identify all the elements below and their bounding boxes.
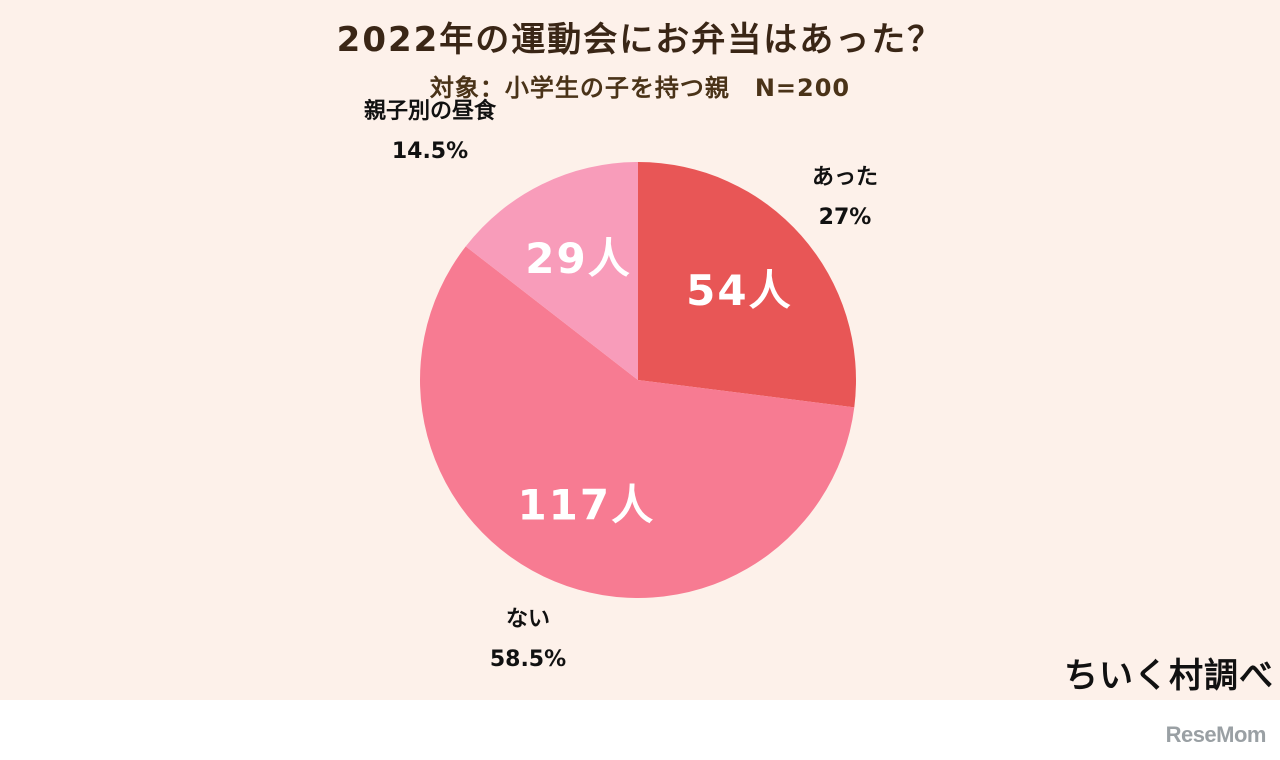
source-credit: ちいく村調べ: [1064, 656, 1274, 696]
resemom-logo: ReseMom: [1165, 722, 1267, 747]
pie-chart: 54人 117人 29人: [419, 162, 856, 598]
slice-percent-nai: 58.5%: [489, 647, 567, 672]
slice-category-oyako: 親子別の昼食: [363, 99, 496, 124]
pie-slice-oyako: [465, 162, 638, 380]
slice-value-nai: 117人: [517, 480, 655, 529]
chart-title: 2022年の運動会にお弁当はあった？: [336, 20, 944, 60]
slice-value-oyako: 29人: [525, 234, 631, 283]
chart-area: 2022年の運動会にお弁当はあった？ 対象：小学生の子を持つ親 N=200 54…: [0, 0, 1280, 700]
slice-label-atta: あった 27%: [800, 158, 890, 238]
slice-percent-atta: 27%: [818, 205, 872, 230]
slice-label-nai: ない 58.5%: [468, 600, 588, 680]
slice-category-atta: あった: [811, 165, 878, 190]
chart-subtitle: 対象：小学生の子を持つ親 N=200: [429, 74, 851, 102]
slice-category-nai: ない: [505, 607, 550, 632]
slice-percent-oyako: 14.5%: [391, 139, 469, 164]
slice-value-atta: 54人: [686, 266, 792, 315]
pie-slice-atta: [638, 162, 856, 408]
slice-label-oyako: 親子別の昼食 14.5%: [340, 92, 520, 172]
pie-slice-nai: [419, 246, 855, 598]
